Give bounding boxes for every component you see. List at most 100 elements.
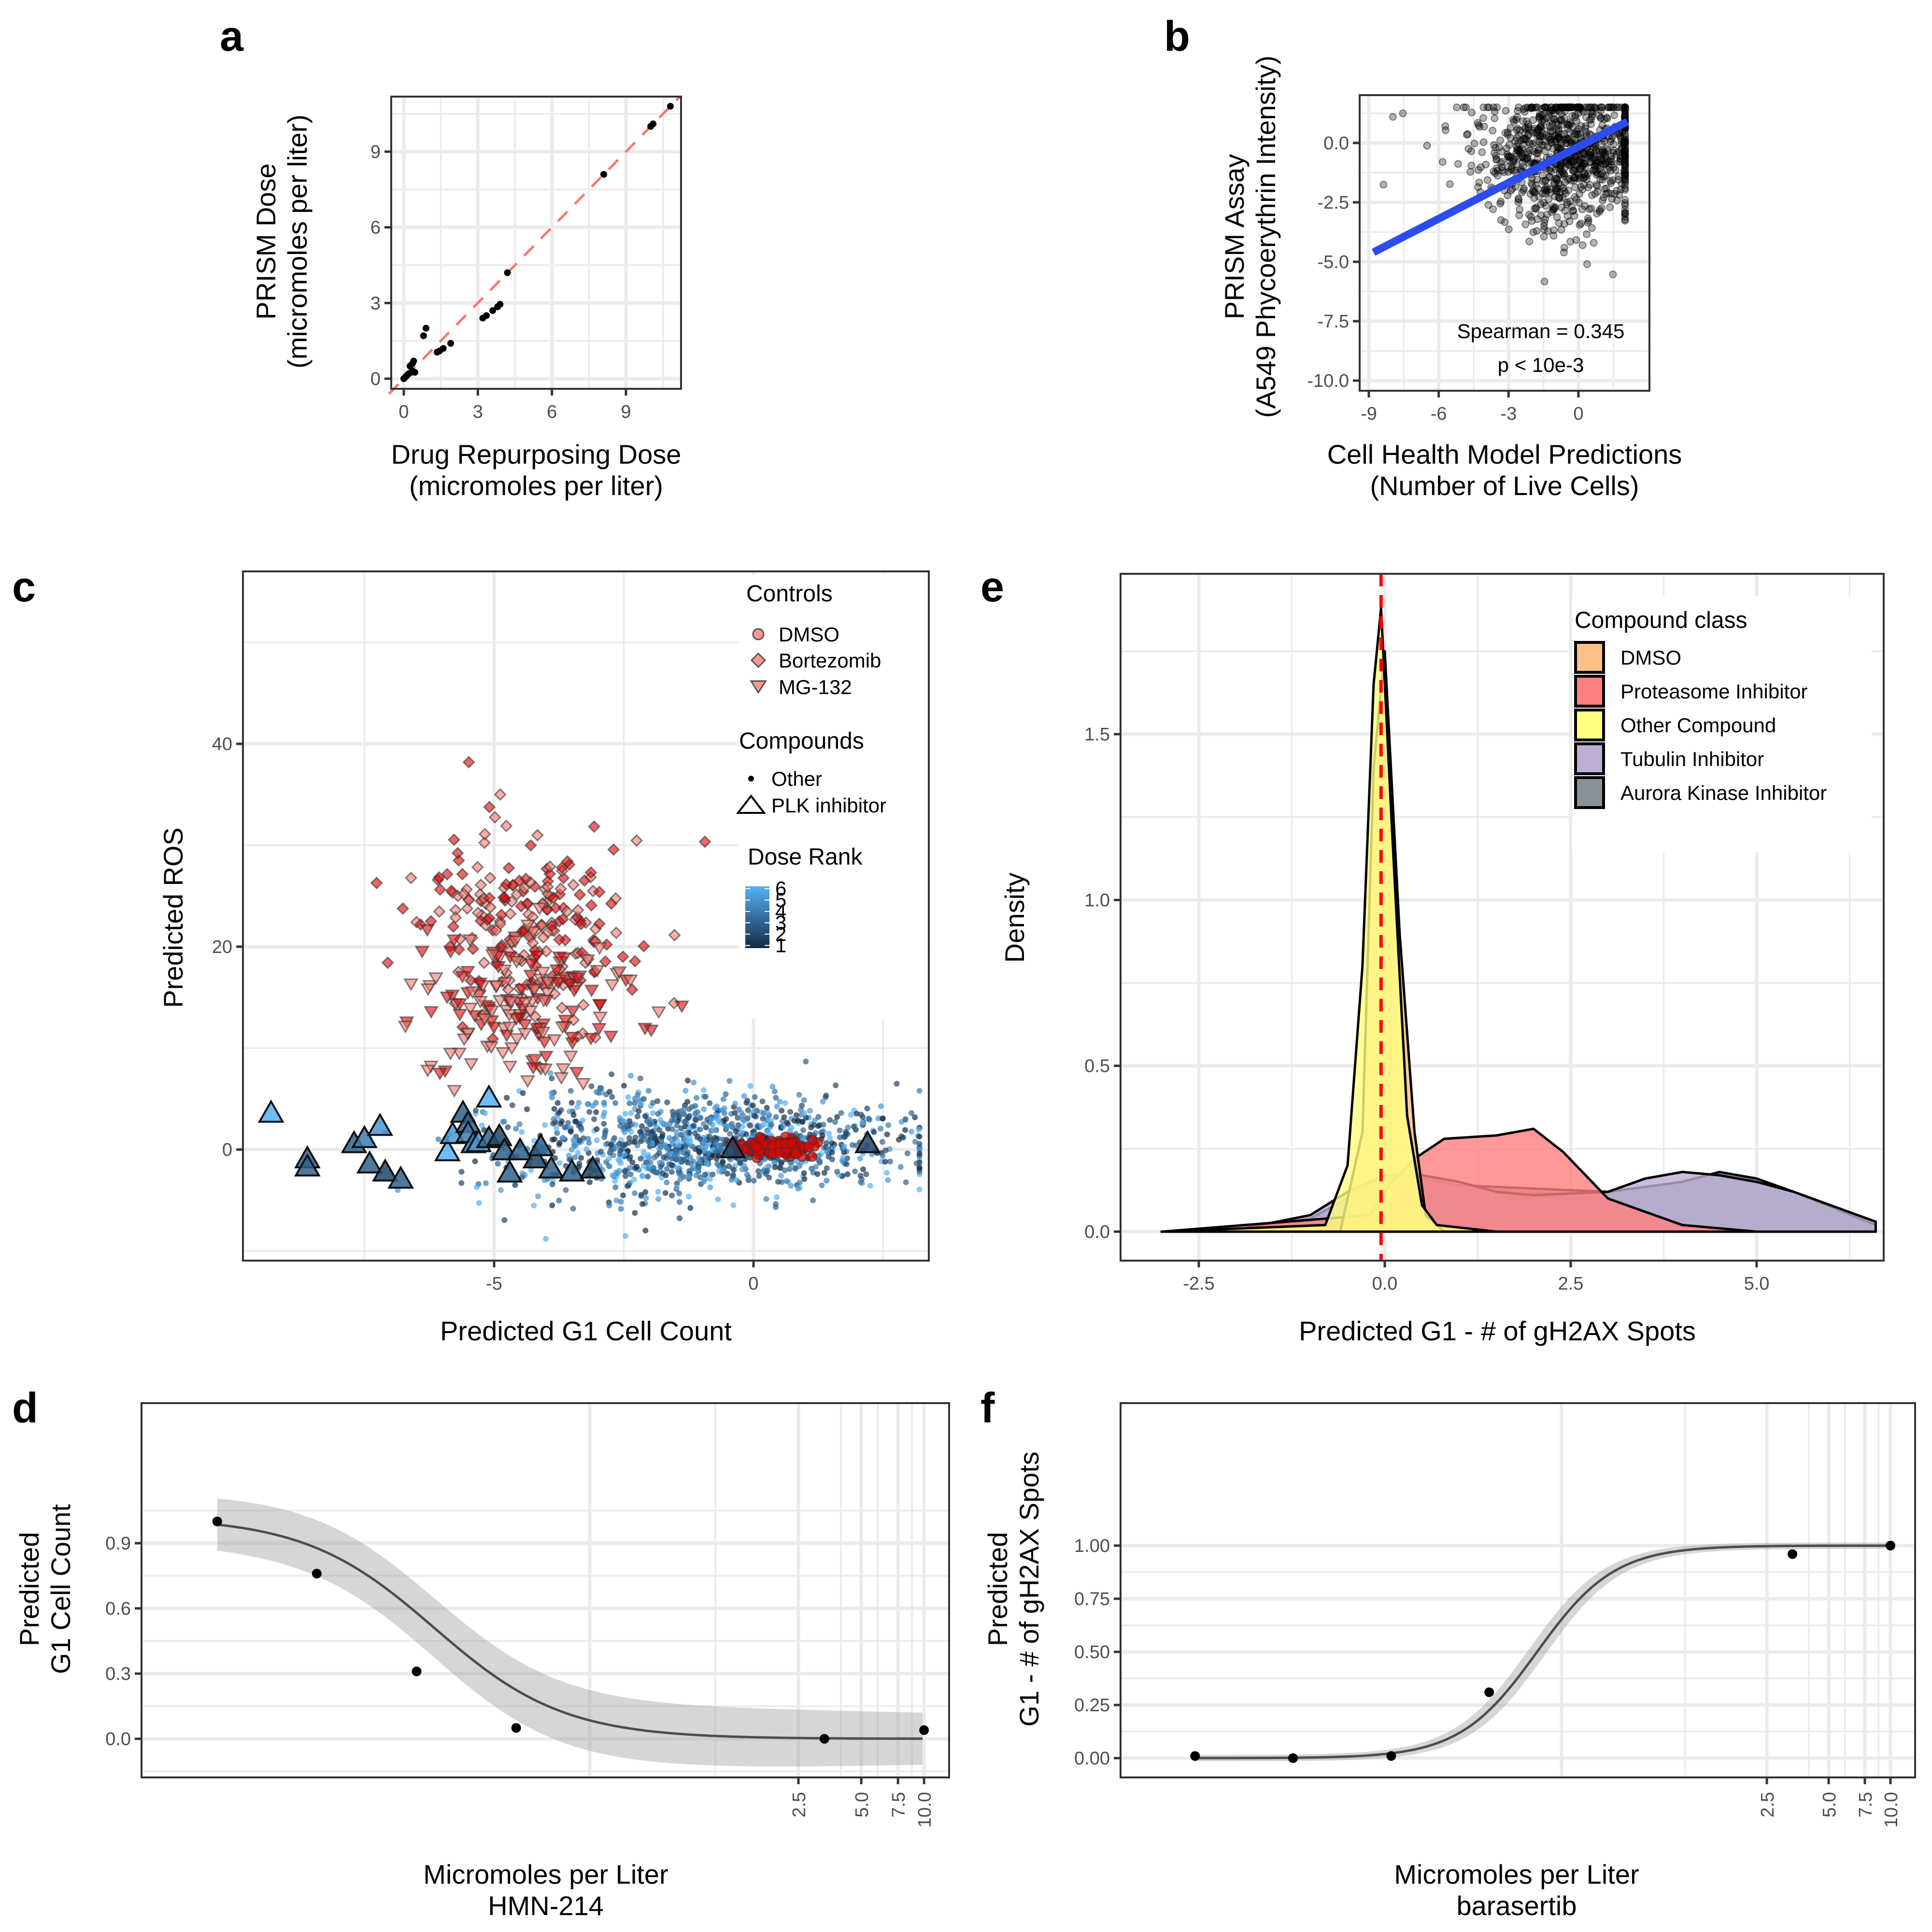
c-bortezomib-point (445, 884, 458, 897)
b-point (1529, 116, 1537, 124)
b-point (1576, 165, 1584, 173)
b-point (1584, 217, 1592, 225)
b-point (1464, 145, 1473, 153)
e-marks (1160, 574, 1877, 1261)
b-point (1514, 140, 1522, 148)
b-xtick-label: -6 (1431, 404, 1447, 424)
b-point (1553, 143, 1562, 152)
c-other-point (739, 1123, 746, 1129)
b-point (1598, 169, 1606, 177)
b-point (1556, 195, 1564, 203)
c-other-point (720, 1096, 726, 1102)
b-point (1588, 110, 1596, 118)
b-point (1552, 104, 1560, 113)
c-other-point (860, 1166, 866, 1172)
b-point (1519, 153, 1527, 161)
b-point (1479, 138, 1488, 146)
c-other-point (647, 1122, 653, 1128)
c-other-point (668, 1169, 675, 1175)
b-point (1539, 189, 1547, 198)
c-dmso-point (803, 1141, 814, 1152)
c-mg132-point (523, 969, 539, 983)
c-mg132-point (472, 978, 488, 991)
panel-e-density: -2.5 0.0 2.5 5.00.00.51.01.5 Compound class… (999, 573, 1885, 1346)
b-point (1498, 166, 1506, 174)
b-point (1615, 158, 1623, 166)
c-bortezomib-point (510, 888, 524, 901)
c-dmso-point (751, 1141, 762, 1153)
b-point (1590, 239, 1598, 247)
c-other-point (735, 1115, 741, 1121)
b-point (1580, 173, 1589, 182)
b-point (1621, 136, 1629, 144)
c-other-point (820, 1098, 826, 1105)
c-other-point (690, 1144, 696, 1150)
c-mg132-point (414, 946, 430, 959)
c-other-point (628, 1129, 634, 1135)
b-point (1621, 186, 1629, 194)
c-bortezomib-point (561, 855, 574, 868)
b-point (1591, 143, 1600, 151)
f-data-point (1788, 1549, 1798, 1559)
c-mg132-point (564, 1032, 580, 1045)
c-other-point (842, 1134, 848, 1140)
c-bortezomib-point (524, 839, 537, 852)
b-xlabel-line1: Cell Health Model Predictions (1327, 439, 1682, 469)
c-other-point (845, 1124, 851, 1131)
b-point (1541, 215, 1549, 223)
a-point (440, 345, 447, 352)
b-point (1514, 125, 1522, 133)
b-point (1532, 205, 1540, 213)
c-other-point (557, 1121, 564, 1127)
f-plot-frame (1120, 1402, 1916, 1778)
c-other-point (594, 1089, 600, 1095)
b-point (1543, 130, 1551, 139)
b-point (1555, 107, 1563, 115)
c-plk-inhibitor-point (507, 1137, 534, 1161)
b-point (1454, 160, 1462, 168)
b-point (1546, 173, 1554, 181)
c-bortezomib-point (560, 905, 573, 918)
b-point (1566, 103, 1574, 112)
c-plk-inhibitor-point (367, 1112, 394, 1136)
c-other-point (632, 1139, 638, 1145)
c-marks (257, 755, 923, 1242)
b-point (1491, 169, 1499, 177)
c-other-point (594, 1137, 600, 1143)
c-other-point (607, 1089, 613, 1095)
b-point (1616, 152, 1624, 160)
b-point (1562, 103, 1570, 112)
c-other-point (916, 1165, 923, 1172)
c-other-point (809, 1165, 815, 1172)
c-other-point (779, 1108, 785, 1114)
b-point (1513, 126, 1521, 134)
b-point (1567, 103, 1575, 112)
c-other-point (669, 1126, 675, 1132)
panel-b-prism-correlation: -9 -6 -3 00.0-2.5-5.0-7.5-10.0 Spearman = 0… (1219, 56, 1682, 501)
b-point (1610, 103, 1618, 112)
c-other-point (773, 1114, 779, 1120)
c-other-point (653, 1140, 660, 1146)
b-point (1576, 158, 1584, 166)
b-point (1586, 148, 1594, 156)
b-point (1535, 113, 1544, 121)
c-other-point (786, 1166, 793, 1172)
c-bortezomib-point (584, 866, 597, 879)
b-point (1555, 103, 1563, 112)
c-other-point (653, 1169, 659, 1176)
b-point (1476, 123, 1484, 131)
c-bortezomib-point (502, 862, 515, 875)
c-other-point (560, 1135, 566, 1141)
b-point (1498, 147, 1506, 156)
c-other-point (623, 1167, 629, 1173)
c-bortezomib-point (396, 902, 410, 915)
c-other-point (781, 1167, 788, 1173)
c-other-point (627, 1171, 634, 1178)
panel-d-dose-response-hmn214: 2.5 5.0 7.5 10.00.00.30.60.9 Micromoles per… (14, 1402, 950, 1921)
f-data-point (1288, 1753, 1298, 1763)
b-xlabel-line2: (Number of Live Cells) (1370, 470, 1639, 501)
b-point (1534, 155, 1542, 163)
c-other-point (675, 1138, 681, 1144)
b-point (1506, 156, 1514, 165)
